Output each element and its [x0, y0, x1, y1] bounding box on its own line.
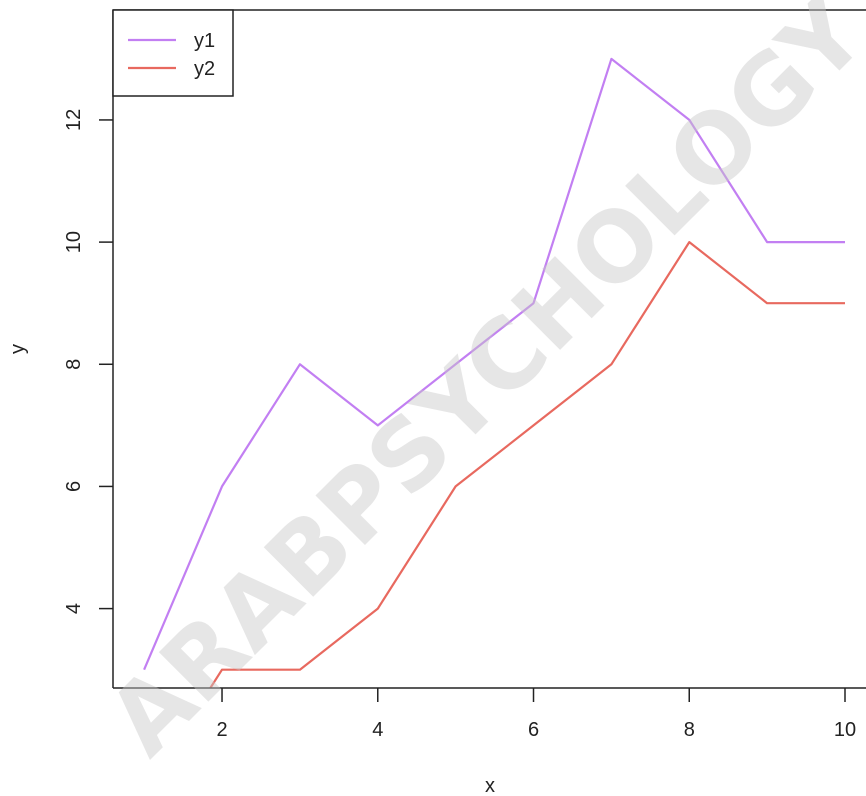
- legend-label-y1: y1: [194, 30, 215, 52]
- y-tick-label: 6: [63, 481, 85, 492]
- series-line-y2: [209, 241, 845, 688]
- legend: y1 y2: [112, 9, 234, 97]
- x-axis-title: x: [485, 775, 495, 796]
- y-tick-label: 8: [63, 359, 85, 370]
- x-tick-label: 6: [528, 719, 539, 741]
- x-tick-label: 2: [216, 719, 227, 741]
- y-axis-title: y: [7, 344, 29, 354]
- x-axis: 2 4 6 8 10: [216, 688, 856, 741]
- x-tick-label: 10: [834, 719, 856, 741]
- y-axis: 4 6 8 10 12: [63, 109, 113, 614]
- y-tick-label: 4: [63, 603, 85, 614]
- watermark-text: ARABPSYCHOLOGY: [87, 0, 866, 777]
- series-line-y1: [143, 57, 845, 671]
- series-layer: [143, 57, 845, 688]
- x-tick-label: 8: [684, 719, 695, 741]
- x-tick-label: 4: [372, 719, 383, 741]
- y-tick-label: 10: [63, 231, 85, 253]
- legend-box: [112, 9, 234, 97]
- y-tick-label: 12: [63, 109, 85, 131]
- legend-label-y2: y2: [194, 58, 215, 80]
